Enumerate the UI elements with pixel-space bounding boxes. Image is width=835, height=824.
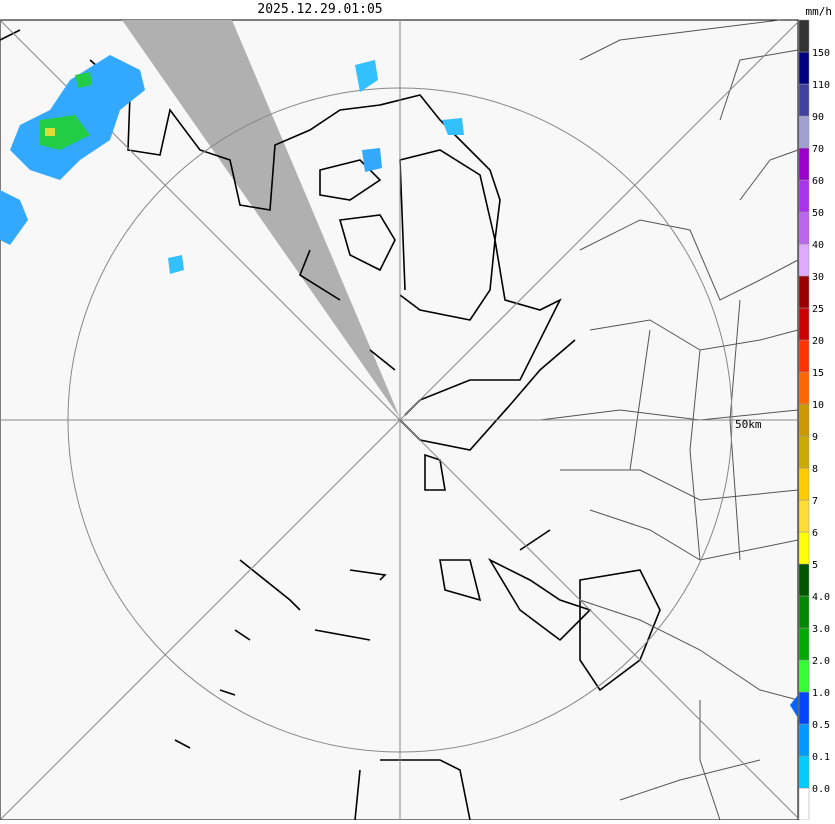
map: 50km	[0, 19, 799, 821]
legend-label: 7	[812, 496, 818, 507]
legend-swatch	[798, 51, 810, 85]
legend-label: 60	[812, 176, 824, 187]
echo	[75, 72, 92, 88]
legend-swatch	[798, 179, 810, 213]
legend-swatch	[798, 147, 810, 181]
legend-swatch	[798, 211, 810, 245]
legend-label: 8	[812, 464, 818, 475]
legend-label: 70	[812, 144, 824, 155]
legend-swatch	[798, 83, 810, 117]
crosshair	[0, 21, 799, 821]
legend: 0.0 0.1 0.5 1.0 2.0 3.0 4.0 5 6 7 8 9 10 15 20 25 30 40 50…	[798, 19, 830, 821]
echo	[40, 115, 90, 150]
legend-label: 5	[812, 560, 818, 571]
legend-swatch	[798, 275, 810, 309]
legend-label: 3.0	[812, 624, 830, 635]
legend-unit: mm/h	[806, 5, 833, 18]
coastline	[0, 29, 661, 821]
echo	[168, 255, 184, 274]
legend-label: 30	[812, 272, 824, 283]
legend-label: 40	[812, 240, 824, 251]
legend-swatch	[798, 531, 810, 565]
echo	[442, 118, 464, 135]
echo	[790, 695, 798, 718]
legend-label: 10	[812, 400, 824, 411]
echo	[10, 55, 145, 180]
legend-swatch	[798, 243, 810, 277]
echo	[0, 190, 28, 245]
legend-swatch	[798, 19, 810, 53]
legend-label: 6	[812, 528, 818, 539]
blocked-beam	[122, 20, 400, 418]
legend-swatch	[798, 403, 810, 437]
legend-swatch	[798, 467, 810, 501]
legend-swatch	[798, 435, 810, 469]
legend-label: 90	[812, 112, 824, 123]
legend-swatch	[798, 659, 810, 693]
legend-swatch	[798, 627, 810, 661]
rain-echoes	[0, 55, 798, 718]
echo	[355, 60, 378, 92]
legend-swatch	[798, 115, 810, 149]
legend-label: 25	[812, 304, 824, 315]
admin-borders	[539, 19, 799, 821]
legend-swatch	[798, 595, 810, 629]
legend-label: 20	[812, 336, 824, 347]
legend-label: 15	[812, 368, 824, 379]
legend-label: 4.0	[812, 592, 830, 603]
legend-label: 1.0	[812, 688, 830, 699]
legend-label: 0.5	[812, 720, 830, 731]
legend-swatch	[798, 755, 810, 789]
legend-swatch	[798, 499, 810, 533]
crosshair	[0, 19, 799, 819]
legend-label: 150	[812, 48, 830, 59]
legend-swatch	[798, 691, 810, 725]
legend-swatch	[798, 563, 810, 597]
legend-label: 2.0	[812, 656, 830, 667]
legend-label: 110	[812, 80, 830, 91]
legend-swatch	[798, 787, 810, 821]
legend-swatch	[798, 723, 810, 757]
legend-label: 50	[812, 208, 824, 219]
legend-swatch	[798, 339, 810, 373]
echo	[45, 128, 55, 136]
legend-swatch	[798, 307, 810, 341]
timestamp: 2025.12.29.01:05	[257, 2, 382, 17]
legend-label: 9	[812, 432, 818, 443]
range-label: 50km	[735, 418, 762, 431]
legend-label: 0.1	[812, 752, 830, 763]
echo	[362, 148, 382, 172]
legend-swatch	[798, 371, 810, 405]
legend-label: 0.0	[812, 784, 830, 795]
